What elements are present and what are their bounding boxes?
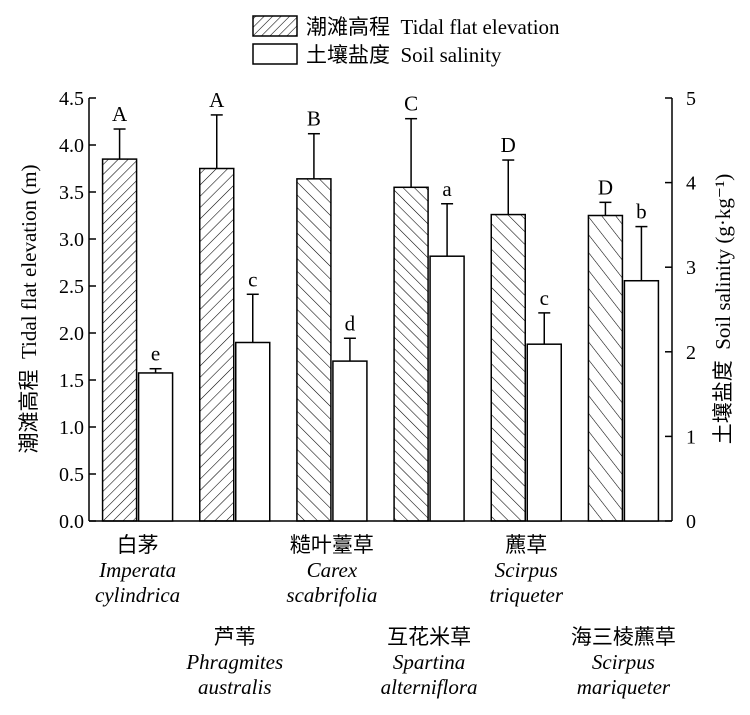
category-label-latin: mariqueter bbox=[577, 675, 671, 699]
category-label-latin: Scirpus bbox=[592, 650, 655, 674]
elevation-bar bbox=[490, 213, 526, 522]
legend-swatch-elevation bbox=[252, 15, 298, 37]
left-axis-ticks: 0.0 0.5 1.0 1.5 2.0 2.5 3.0 3.5 4.0 4.5 bbox=[59, 88, 96, 533]
elevation-significance-label: C bbox=[404, 92, 418, 116]
salinity-significance-label: d bbox=[345, 311, 356, 335]
salinity-significance-label: c bbox=[248, 267, 257, 291]
elevation-bar bbox=[587, 214, 624, 522]
salinity-significance-label: b bbox=[636, 200, 647, 224]
elevation-bar bbox=[199, 167, 235, 522]
category-label-cn: 白茅 bbox=[117, 533, 159, 557]
right-tick-label: 1 bbox=[686, 426, 696, 448]
salinity-significance-label: a bbox=[442, 177, 452, 201]
legend-swatch-salinity bbox=[252, 43, 298, 65]
category-label-latin: Carex bbox=[307, 558, 358, 582]
legend-label-salinity: 土壤盐度 Soil salinity bbox=[306, 43, 502, 67]
elevation-bar bbox=[393, 186, 429, 522]
left-tick-label: 1.0 bbox=[59, 417, 84, 439]
salinity-significance-label: c bbox=[540, 286, 549, 310]
right-tick-label: 0 bbox=[686, 511, 696, 533]
salinity-bar bbox=[526, 343, 562, 522]
category-label-latin: Scirpus bbox=[495, 558, 558, 582]
category-label-cn: 糙叶薹草 bbox=[290, 533, 374, 557]
category-label-cn: 海三棱藨草 bbox=[571, 625, 676, 649]
category-label-latin: scabrifolia bbox=[286, 583, 377, 607]
left-tick-label: 3.0 bbox=[59, 229, 84, 251]
right-tick-label: 2 bbox=[686, 342, 696, 364]
left-tick-label: 2.0 bbox=[59, 323, 84, 345]
elevation-significance-label: A bbox=[112, 102, 128, 126]
category-label-latin: Imperata bbox=[98, 558, 176, 582]
elevation-bar bbox=[296, 178, 332, 522]
elevation-significance-label: D bbox=[598, 175, 613, 199]
right-tick-label: 5 bbox=[686, 88, 696, 110]
salinity-bar bbox=[235, 341, 271, 522]
salinity-bar bbox=[332, 360, 368, 522]
elevation-significance-label: A bbox=[209, 88, 225, 112]
category-label-latin: cylindrica bbox=[95, 583, 180, 607]
category-label-latin: triqueter bbox=[490, 583, 564, 607]
left-tick-label: 4.0 bbox=[59, 135, 84, 157]
plot-frame bbox=[88, 98, 673, 522]
salinity-bar bbox=[429, 255, 465, 522]
left-tick-label: 4.5 bbox=[59, 88, 84, 110]
left-tick-label: 1.5 bbox=[59, 370, 84, 392]
legend-label-elevation: 潮滩高程 Tidal flat elevation bbox=[306, 15, 560, 39]
salinity-bar bbox=[137, 372, 174, 522]
right-axis-title: 土壤盐度 Soil salinity (g·kg⁻¹) bbox=[711, 174, 735, 445]
category-label-latin: australis bbox=[198, 675, 272, 699]
category-label-latin: Spartina bbox=[393, 650, 465, 674]
bars: Ae Ac Bd Ca Dc Db bbox=[101, 88, 660, 522]
left-tick-label: 0.0 bbox=[59, 511, 84, 533]
elevation-significance-label: D bbox=[501, 133, 516, 157]
category-label-cn: 互花米草 bbox=[387, 625, 471, 649]
elevation-significance-label: B bbox=[307, 107, 321, 131]
right-tick-label: 3 bbox=[686, 257, 696, 279]
right-axis-ticks: 0 1 2 3 4 5 bbox=[665, 88, 696, 533]
category-label-cn: 藨草 bbox=[505, 533, 547, 557]
category-label-cn: 芦苇 bbox=[214, 625, 256, 649]
category-label-latin: alterniflora bbox=[381, 675, 478, 699]
left-tick-label: 0.5 bbox=[59, 464, 84, 486]
legend: 潮滩高程 Tidal flat elevation 土壤盐度 Soil sali… bbox=[252, 15, 560, 67]
category-label-latin: Phragmites bbox=[185, 650, 283, 674]
left-tick-label: 2.5 bbox=[59, 276, 84, 298]
left-tick-label: 3.5 bbox=[59, 182, 84, 204]
right-tick-label: 4 bbox=[686, 173, 696, 195]
elevation-bar bbox=[101, 158, 138, 522]
left-axis-title: 潮滩高程 Tidal flat elevation (m) bbox=[17, 164, 41, 453]
salinity-significance-label: e bbox=[151, 342, 160, 366]
salinity-bar bbox=[623, 279, 660, 522]
